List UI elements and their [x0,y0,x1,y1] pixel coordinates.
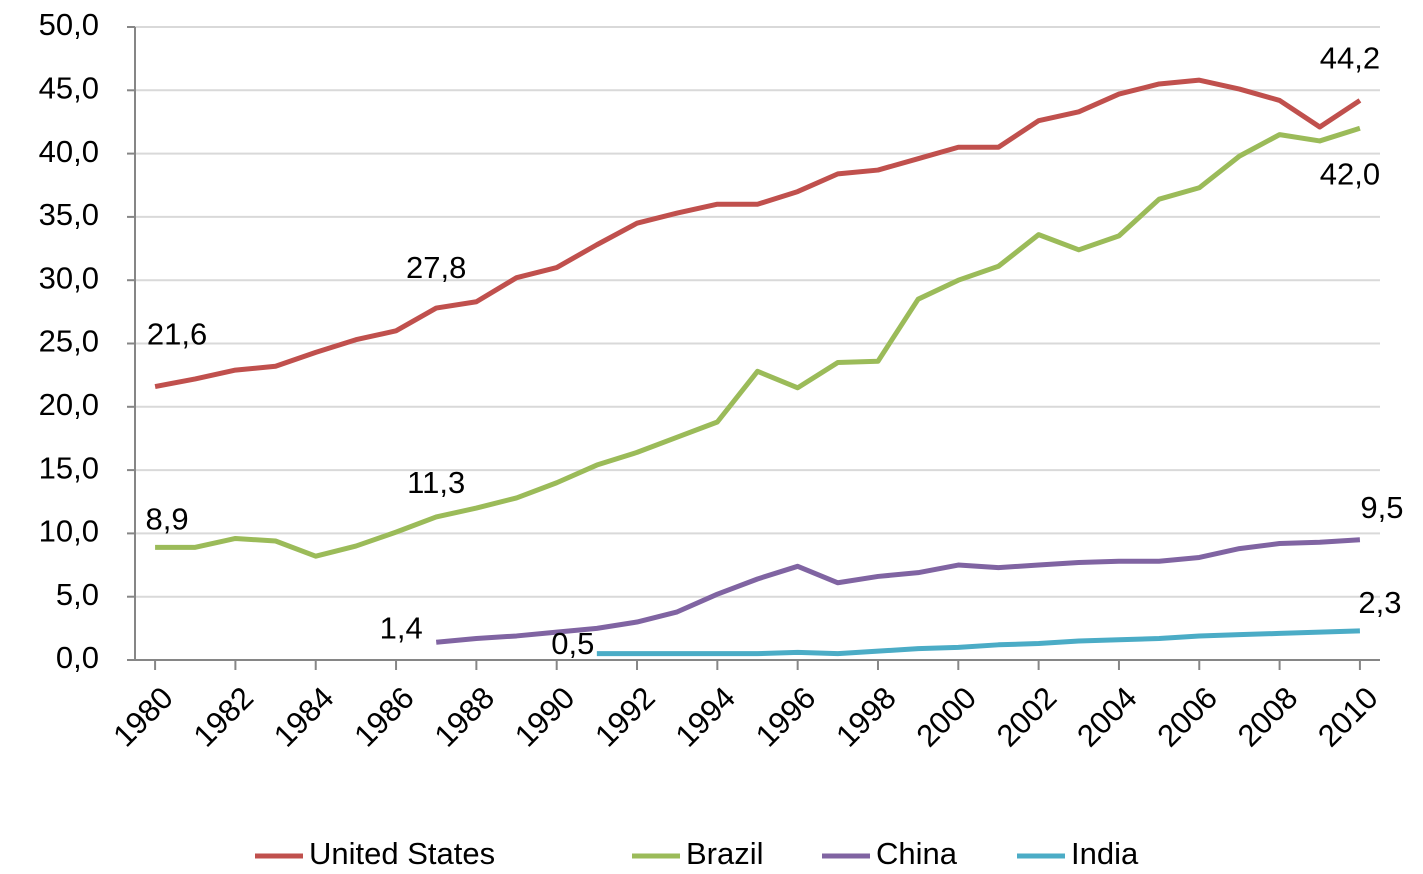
y-tick-label: 0,0 [56,640,99,675]
x-tick-label: 1990 [508,680,582,754]
x-tick-label: 2002 [990,680,1064,754]
x-tick-label: 2004 [1070,680,1144,754]
x-tick-label: 2006 [1150,680,1224,754]
legend-label: China [876,836,958,871]
data-label: 0,5 [551,626,594,661]
x-tick-label: 2000 [910,680,984,754]
data-label: 44,2 [1320,41,1380,76]
data-label: 2,3 [1358,585,1401,620]
data-label: 1,4 [380,610,423,645]
series-line [155,125,1361,559]
legend-label: United States [309,836,495,871]
data-label: 9,5 [1360,490,1403,525]
y-tick-label: 15,0 [39,450,99,485]
data-label: 11,3 [407,465,465,500]
data-label: 27,8 [406,250,466,285]
y-tick-label: 10,0 [39,514,99,549]
x-tick-label: 2010 [1311,680,1385,754]
series-line [154,77,1362,390]
legend-label: Brazil [686,836,764,871]
data-label: 42,0 [1320,156,1380,191]
y-tick-label: 30,0 [39,260,99,295]
y-tick-label: 40,0 [39,134,99,169]
x-tick-label: 1980 [106,680,180,754]
x-tick-label: 1998 [829,680,903,754]
x-tick-label: 2008 [1231,680,1305,754]
y-tick-label: 35,0 [39,197,99,232]
legend-label: India [1071,836,1139,871]
y-tick-label: 25,0 [39,324,99,359]
x-tick-label: 1994 [669,680,743,754]
series-line [435,537,1361,645]
x-tick-label: 1982 [187,680,261,754]
series-line [596,628,1360,657]
x-tick-label: 1992 [588,680,662,754]
x-tick-label: 1988 [428,680,502,754]
data-label: 8,9 [146,502,189,537]
x-tick-label: 1986 [347,680,421,754]
y-tick-label: 5,0 [56,577,99,612]
y-tick-label: 50,0 [39,7,99,42]
x-tick-label: 1984 [267,680,341,754]
x-tick-label: 1996 [749,680,823,754]
y-tick-label: 20,0 [39,387,99,422]
y-tick-label: 45,0 [39,70,99,105]
data-label: 21,6 [147,317,207,352]
